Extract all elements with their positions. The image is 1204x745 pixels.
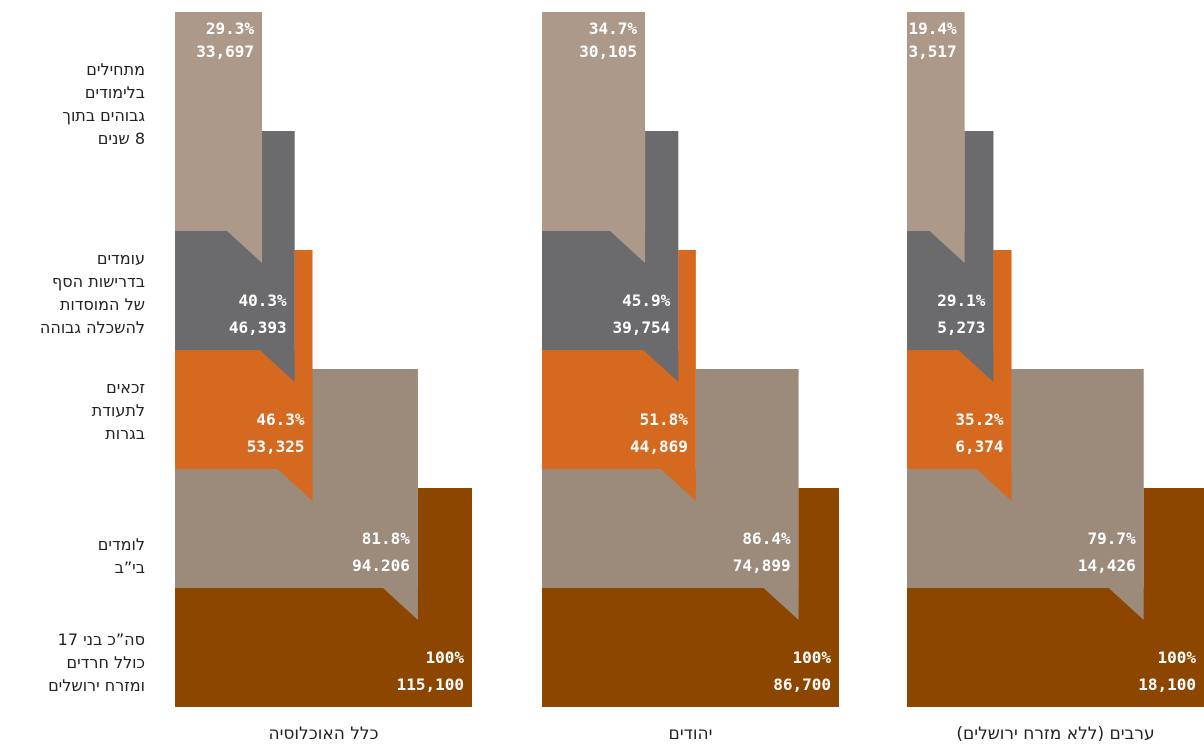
count-label: 30,105: [579, 42, 637, 61]
row-label: עומדים בדרישות הסף של המוסדות להשכלה גבו…: [39, 249, 145, 337]
count-label: 33,697: [196, 42, 254, 61]
percent-label: 35.2%: [955, 410, 1004, 429]
funnel-step: [907, 369, 1144, 620]
count-label: 53,325: [247, 437, 305, 456]
panel-title: יהודים: [669, 724, 713, 744]
count-label: 74,899: [733, 556, 791, 575]
funnel-step: [175, 131, 295, 382]
percent-label: 51.8%: [640, 410, 689, 429]
percent-label: 45.9%: [622, 291, 671, 310]
percent-label: 46.3%: [256, 410, 305, 429]
count-label: 5,273: [937, 318, 985, 337]
percent-label: 100%: [1157, 648, 1196, 667]
funnel-step: [907, 12, 965, 263]
percent-label: 29.1%: [937, 291, 986, 310]
percent-label: 86.4%: [742, 529, 791, 548]
row-label: זכאים לתעודת בגרות: [91, 377, 145, 443]
percent-label: 29.3%: [206, 19, 255, 38]
percent-label: 19.4%: [908, 19, 957, 38]
funnel-step: [175, 488, 472, 707]
count-label: 18,100: [1138, 675, 1196, 694]
row-label: סה”כ בני 17 כולל חרדים ומזרח ירושלים: [48, 629, 145, 695]
panel-title: כלל האוכלוסיה: [268, 724, 378, 744]
funnel-step: [542, 250, 696, 501]
count-label: 6,374: [955, 437, 1003, 456]
percent-label: 100%: [425, 648, 464, 667]
count-label: 39,754: [613, 318, 671, 337]
count-label: 115,100: [397, 675, 464, 694]
funnel-step: [175, 12, 263, 263]
panel-title: ערבים (ללא מזרח ירושלים): [956, 724, 1154, 744]
funnel-step: [542, 131, 679, 382]
percent-label: 34.7%: [589, 19, 638, 38]
percent-label: 100%: [792, 648, 831, 667]
funnel-step: [542, 369, 799, 620]
funnel-step: [907, 488, 1204, 707]
funnel-step: [907, 250, 1012, 501]
percent-label: 81.8%: [362, 529, 411, 548]
count-label: 3,517: [908, 42, 956, 61]
row-label: לומדים בי”ב: [97, 535, 145, 577]
funnel-step: [175, 369, 418, 620]
count-label: 46,393: [229, 318, 287, 337]
funnel-step: [175, 250, 313, 501]
percent-label: 79.7%: [1088, 529, 1137, 548]
count-label: 86,700: [773, 675, 831, 694]
funnel-step: [542, 488, 839, 707]
row-label: מתחילים בלימודים גבוהים בתוך 8 שנים: [62, 60, 145, 148]
funnel-step: [907, 131, 994, 382]
funnel-step: [542, 12, 646, 263]
count-label: 44,869: [630, 437, 688, 456]
percent-label: 40.3%: [239, 291, 288, 310]
count-label: 94.206: [352, 556, 410, 575]
count-label: 14,426: [1078, 556, 1136, 575]
